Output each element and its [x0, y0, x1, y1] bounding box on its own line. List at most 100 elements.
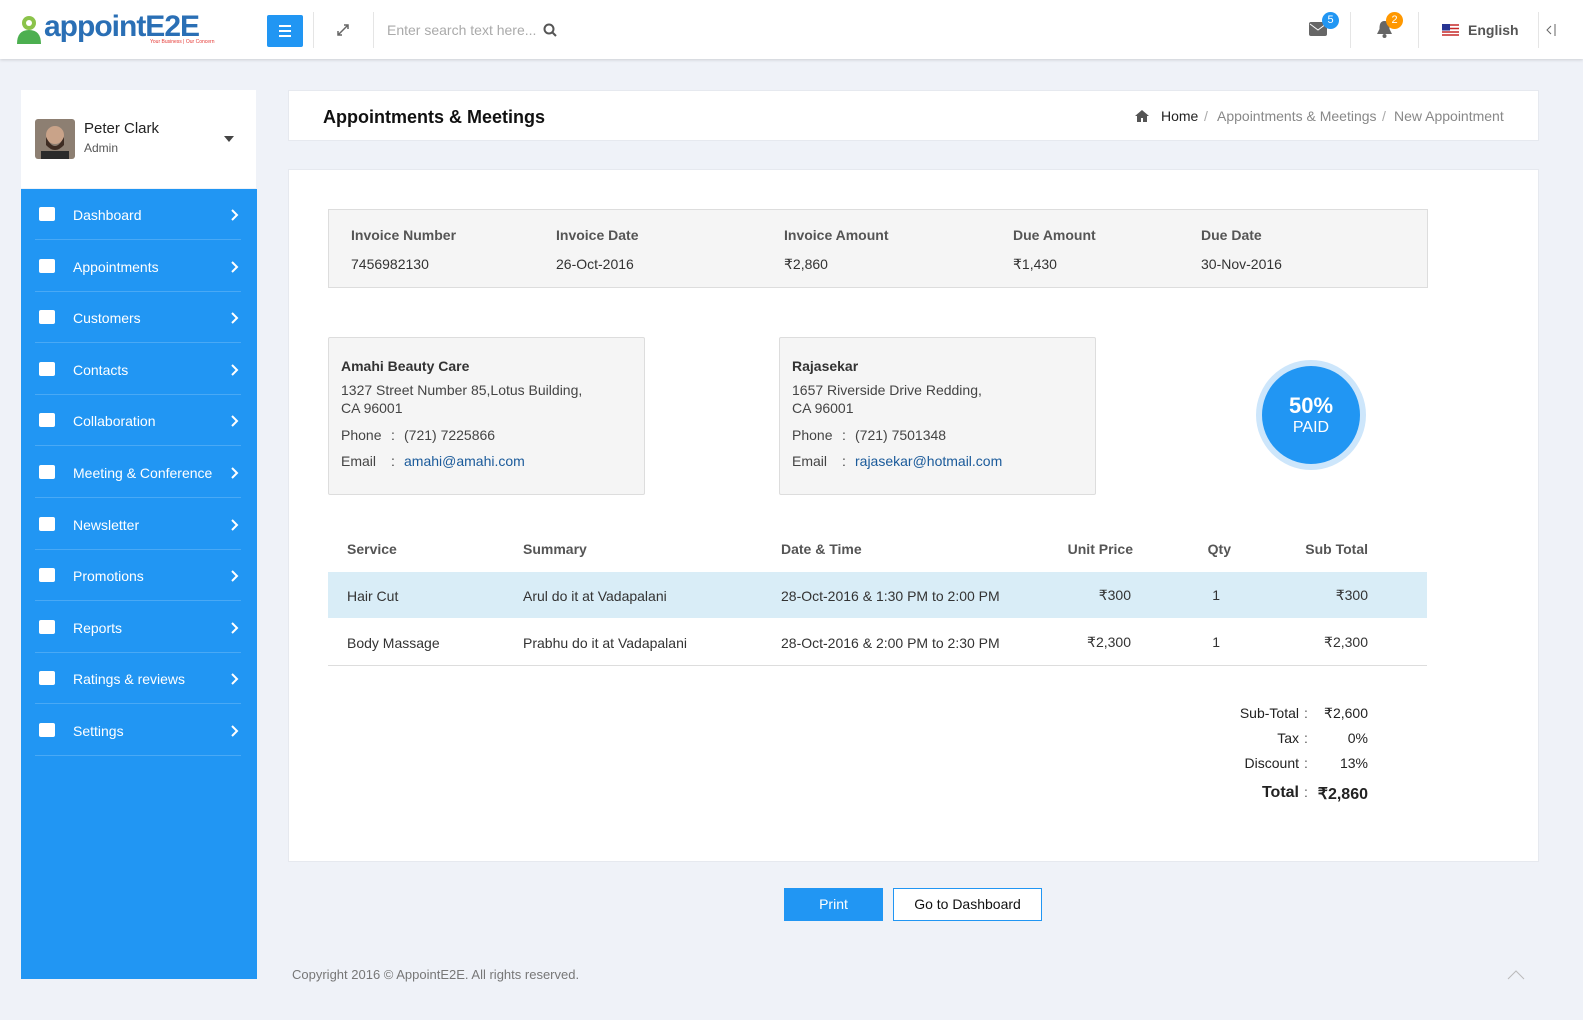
menu-toggle[interactable]: [267, 15, 303, 47]
menu-item[interactable]: Collaboration: [35, 395, 241, 447]
menu-item[interactable]: Meeting & Conference: [35, 447, 241, 498]
party-name: Rajasekar: [792, 358, 859, 374]
menu-icon: [39, 619, 55, 634]
invoice-value: 26-Oct-2016: [556, 256, 634, 272]
divider: [373, 12, 374, 48]
menu-chevron: [231, 570, 239, 582]
party-name: Amahi Beauty Care: [341, 358, 470, 374]
phone-label: Phone: [341, 427, 382, 443]
email[interactable]: amahi@amahi.com: [404, 453, 525, 469]
print-button[interactable]: Print: [784, 888, 883, 921]
logo[interactable]: appointE2E: [44, 10, 200, 43]
breadcrumb-current: New Appointment: [1394, 108, 1504, 124]
menu-item[interactable]: Settings: [35, 705, 241, 756]
menu-chevron: [231, 467, 239, 479]
menu-label[interactable]: Newsletter: [73, 516, 140, 533]
table-row: [328, 619, 1427, 666]
address-line: CA 96001: [792, 400, 854, 416]
table-header: Service: [347, 541, 397, 557]
email[interactable]: rajasekar@hotmail.com: [855, 453, 1003, 469]
invoice-label: Invoice Date: [556, 227, 639, 243]
mail-badge: 5: [1322, 12, 1339, 29]
address-line: 1327 Street Number 85,Lotus Building,: [341, 382, 583, 398]
separator: :: [1304, 705, 1308, 721]
table-cell: Arul do it at Vadapalani: [523, 588, 667, 604]
menu-label[interactable]: Appointments: [73, 258, 159, 275]
menu-icon: [39, 465, 55, 479]
phone: (721) 7501348: [855, 427, 947, 443]
table-cell: ₹300: [1098, 587, 1131, 603]
menu-icon: [39, 568, 55, 583]
search-input[interactable]: Enter search text here...: [387, 22, 537, 38]
phone-label: Phone: [792, 427, 833, 443]
invoice-value: ₹2,860: [784, 256, 828, 272]
service-table: Service Summary Date & Time Unit Price Qty Su…: [328, 525, 1427, 666]
menu-chevron: [231, 518, 239, 531]
menu-item[interactable]: Appointments: [35, 241, 241, 292]
logo-icon: [17, 16, 41, 44]
menu-item[interactable]: Reports: [35, 602, 241, 653]
address-line: CA 96001: [341, 400, 403, 416]
scroll-top[interactable]: [1507, 969, 1525, 981]
totals: Sub-Total: ₹2,600 Tax: 0% Discount: 13% Total:…: [1179, 705, 1379, 815]
breadcrumb-link[interactable]: Appointments & Meetings: [1217, 108, 1377, 124]
address-line: 1657 Riverside Drive Redding,: [792, 382, 982, 398]
sender-card: Amahi Beauty Care 1327 Street Number 85,L…: [328, 337, 645, 495]
menu-label[interactable]: Promotions: [73, 568, 144, 585]
menu-item[interactable]: Ratings & reviews: [35, 653, 241, 705]
invoice-label: Due Amount: [1013, 227, 1096, 243]
menu-item[interactable]: Newsletter: [35, 499, 241, 550]
total-value: 13%: [1339, 755, 1368, 771]
divider: [313, 12, 314, 48]
flag-icon: [1442, 24, 1459, 36]
logo-tagline: Your Business | Our Concern: [150, 39, 215, 45]
invoice-label: Invoice Amount: [784, 227, 889, 243]
menu-icon: [39, 516, 55, 531]
dashboard-button[interactable]: Go to Dashboard: [893, 888, 1042, 921]
sidebar-toggle[interactable]: [1545, 22, 1557, 38]
menu-item[interactable]: Dashboard: [35, 189, 241, 240]
table-cell: 28-Oct-2016 & 1:30 PM to 2:00 PM: [781, 588, 1000, 604]
menu-label[interactable]: Contacts: [73, 361, 129, 378]
menu-item[interactable]: Contacts: [35, 344, 241, 395]
separator: :: [842, 453, 846, 469]
table-cell: 1: [1212, 587, 1220, 603]
separator: :: [842, 427, 846, 443]
menu-chevron: [231, 364, 239, 376]
table-cell: 1: [1212, 634, 1220, 650]
separator: :: [1304, 730, 1308, 746]
menu-label[interactable]: Meeting & Conference: [73, 465, 213, 481]
menu-chevron: [231, 415, 239, 428]
menu-icon: [39, 361, 55, 376]
language-selector[interactable]: English: [1468, 22, 1519, 38]
menu-label[interactable]: Reports: [73, 619, 123, 636]
search-icon[interactable]: [543, 23, 557, 37]
menu-label[interactable]: Settings: [73, 723, 124, 739]
menu-label[interactable]: Collaboration: [73, 413, 156, 430]
menu-chevron: [231, 260, 239, 273]
table-cell: Hair Cut: [347, 588, 399, 604]
user-name[interactable]: Peter Clark: [84, 120, 160, 137]
menu-label[interactable]: Ratings & reviews: [73, 671, 186, 688]
separator: :: [391, 427, 395, 443]
paid-label: PAID: [1292, 419, 1330, 436]
recipient-card: Rajasekar 1657 Riverside Drive Redding, CA…: [779, 337, 1096, 495]
user-dropdown[interactable]: [223, 135, 235, 143]
notification-badge: 2: [1386, 12, 1403, 29]
total-value: ₹2,860: [1317, 786, 1368, 803]
menu-item[interactable]: Customers: [35, 292, 241, 344]
top-bar: appointE2E Your Business | Our Concern E…: [0, 0, 1583, 59]
email-label: Email: [341, 453, 377, 469]
paid-ring: 50% PAID: [1256, 360, 1366, 470]
menu-chevron: [231, 622, 239, 634]
breadcrumb-link[interactable]: Home: [1161, 108, 1199, 124]
separator: :: [1304, 784, 1308, 800]
avatar: [35, 119, 75, 159]
menu-icon: [39, 310, 55, 325]
total-label: Total: [1261, 784, 1299, 801]
menu-item[interactable]: Promotions: [35, 550, 241, 602]
menu-label[interactable]: Customers: [73, 310, 141, 327]
fullscreen-button[interactable]: [335, 22, 351, 38]
page-title: Appointments & Meetings: [323, 107, 546, 127]
menu-label[interactable]: Dashboard: [73, 207, 142, 223]
